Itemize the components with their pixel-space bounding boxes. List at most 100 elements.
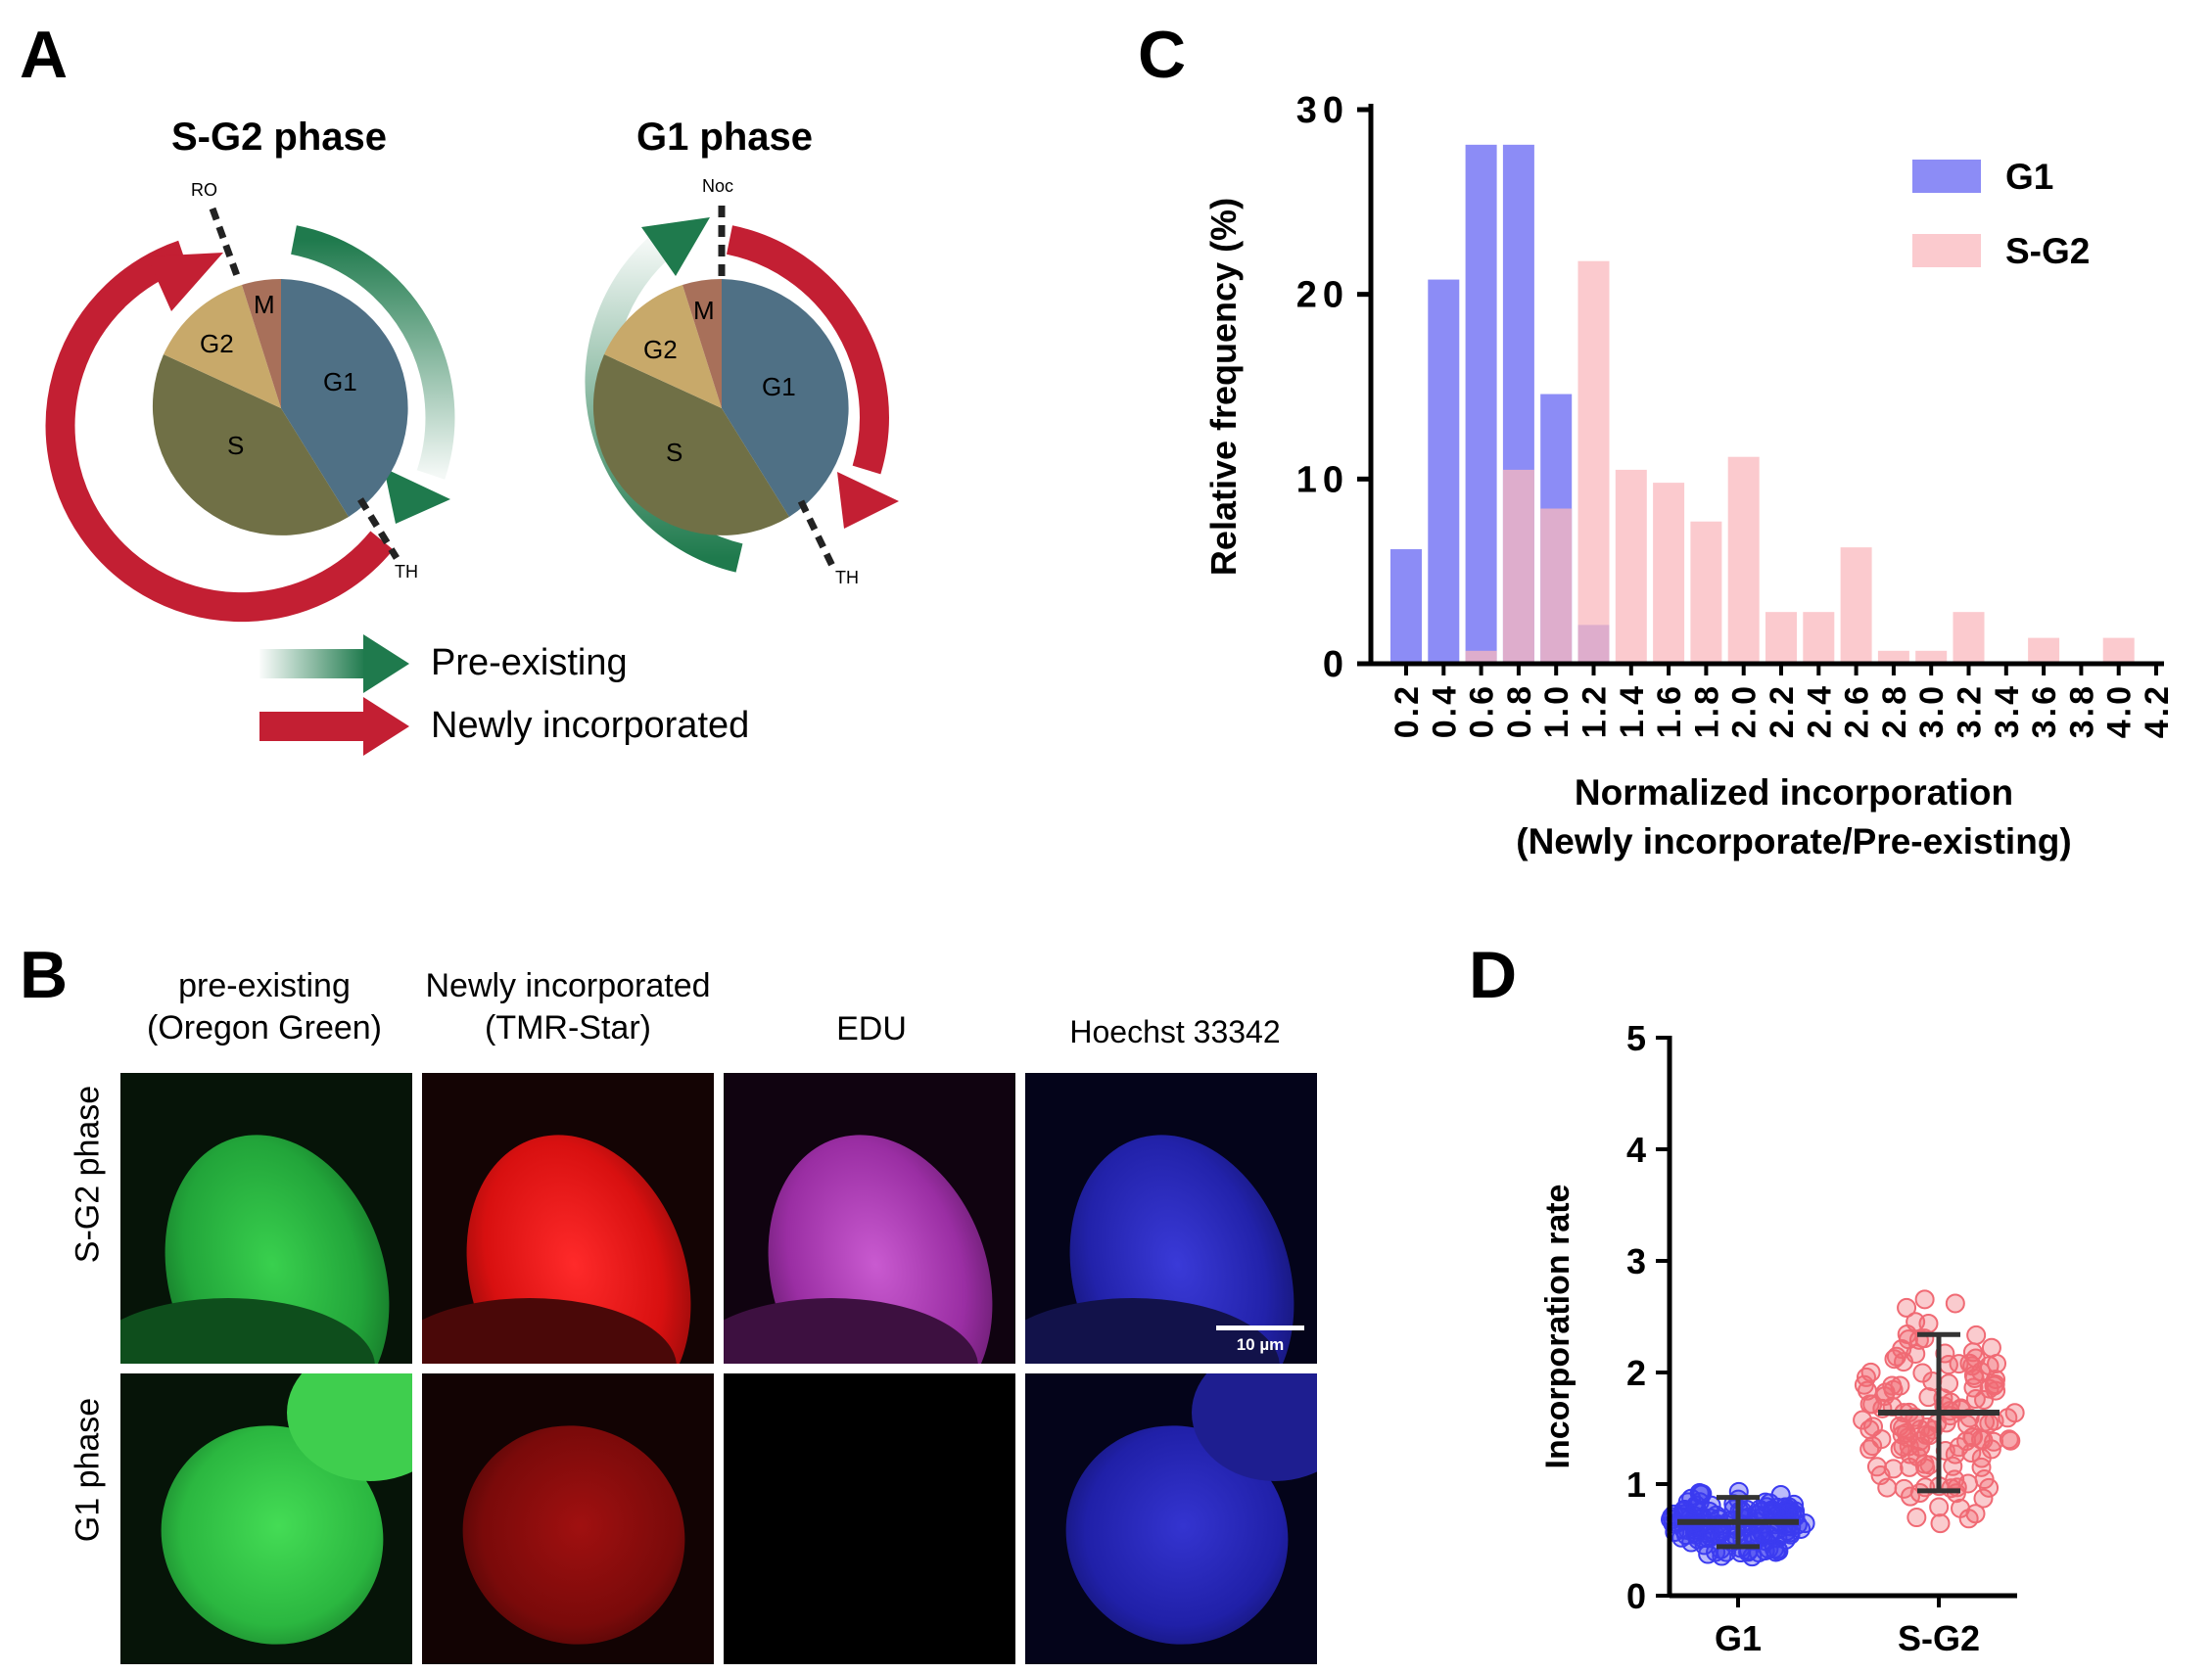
x-tick-label: 3.8 <box>2063 683 2100 738</box>
g1-preexisting-arrowhead <box>641 217 710 276</box>
right-g1-label: G1 <box>762 372 796 401</box>
panel-a-right-title: G1 phase <box>635 116 814 159</box>
legend-label-g1: G1 <box>2005 157 2053 197</box>
point-s-g2 <box>1986 1369 2006 1389</box>
right-noc-marker: Noc <box>702 176 734 196</box>
bar-s-g2-2.8 <box>1877 650 1909 664</box>
point-s-g2 <box>1957 1415 1978 1435</box>
x-axis-title: Normalized incorporation <box>1575 772 2013 813</box>
x-tick-label: 2.0 <box>1726 683 1764 738</box>
point-s-g2 <box>1853 1410 1873 1430</box>
point-s-g2 <box>1956 1431 1977 1452</box>
right-m-label: M <box>693 296 715 325</box>
x-tick-label: 3.2 <box>1952 683 1989 738</box>
x-tick-label: 0.2 <box>1388 683 1426 738</box>
y-tick-label: 2 <box>1626 1353 1646 1393</box>
point-g1 <box>1698 1544 1718 1564</box>
micrograph-g1-tmr-star <box>422 1373 714 1664</box>
panel-d-letter: D <box>1469 938 1518 1012</box>
micrograph-g1-oregon-green <box>120 1373 412 1664</box>
point-s-g2 <box>1899 1436 1919 1457</box>
x-tick-label: 3.0 <box>1913 683 1951 738</box>
x-tick-label: 1.6 <box>1651 683 1688 738</box>
legend-preexisting-label: Pre-existing <box>431 642 628 683</box>
histogram-chart: 0 10 20 30 0.2 0.4 0.6 0.8 1.0 1.2 1.4 1.6 1.8 2.0 2.2… <box>1203 90 2176 861</box>
point-s-g2 <box>1930 1513 1951 1534</box>
bar-s-g2-3.6 <box>2028 637 2060 664</box>
point-g1 <box>1686 1495 1707 1515</box>
y-tick-label: 3 <box>1626 1241 1646 1281</box>
y-tick-label: 5 <box>1626 1018 1646 1058</box>
point-s-g2 <box>1987 1353 2007 1373</box>
right-th-marker: TH <box>835 568 859 587</box>
micrograph-s-g2-edu <box>724 1073 1015 1364</box>
point-s-g2 <box>1892 1339 1912 1360</box>
point-s-g2 <box>1914 1289 1935 1310</box>
x-tick-label: 2.4 <box>1801 683 1838 738</box>
bar-s-g2-2.0 <box>1727 456 1760 664</box>
point-s-g2 <box>1866 1457 1887 1477</box>
bar-s-g2-1.6 <box>1653 483 1685 664</box>
s-g2-preexisting-arc <box>290 225 455 480</box>
point-s-g2 <box>1961 1443 1982 1464</box>
left-th-marker: TH <box>395 562 418 581</box>
bar-s-g2-3.2 <box>1953 612 1985 664</box>
left-ro-marker: RO <box>191 180 217 200</box>
left-g1-label: G1 <box>323 367 357 396</box>
point-s-g2 <box>1966 1325 1987 1345</box>
x-tick-label: 0.6 <box>1464 683 1501 738</box>
point-s-g2 <box>1929 1497 1950 1517</box>
legend-preexisting-arrow <box>259 649 365 678</box>
bar-g1-0.2 <box>1390 549 1422 664</box>
bar-s-g2-1.8 <box>1690 521 1722 664</box>
x-tick-label: 0.8 <box>1501 683 1538 738</box>
point-s-g2 <box>1915 1458 1936 1478</box>
bar-g1-0.6 <box>1465 144 1497 664</box>
point-s-g2 <box>1979 1414 2000 1434</box>
micrograph-s-g2-hoechst: 10 µm <box>1025 1073 1317 1364</box>
legend-swatch-g1 <box>1912 160 1981 193</box>
x-tick-label: 3.4 <box>1989 683 2026 738</box>
s-g2-newly-arc <box>45 240 394 623</box>
point-s-g2 <box>1973 1488 1994 1509</box>
legend-preexisting-arrowhead <box>363 634 409 693</box>
col-head-hoechst: Hoechst 33342 <box>1069 1014 1281 1049</box>
y-tick-label: 4 <box>1626 1130 1646 1170</box>
point-g1 <box>1785 1501 1806 1521</box>
s-g2-preexisting-arrowhead <box>384 468 450 524</box>
legend-newly-arrow <box>259 712 365 741</box>
point-s-g2 <box>1893 1436 1913 1457</box>
g1-newly-arc <box>726 225 889 475</box>
point-s-g2 <box>1890 1375 1910 1396</box>
right-g2-label: G2 <box>643 335 678 364</box>
left-g2-label: G2 <box>200 329 234 358</box>
point-s-g2 <box>1981 1337 2001 1358</box>
x-tick-label: 1.8 <box>1688 683 1725 738</box>
panel-a-left-title: S-G2 phase <box>170 116 388 159</box>
row-label-s-g2: S-G2 phase <box>69 1085 107 1264</box>
row-label-g1: G1 phase <box>69 1397 107 1543</box>
bar-s-g2-0.8 <box>1502 469 1534 664</box>
x-tick-label: 4.2 <box>2139 683 2176 738</box>
bar-s-g2-3.0 <box>1915 650 1948 664</box>
y-tick-label: 10 <box>1296 459 1349 500</box>
x-tick-label: 0.4 <box>1426 683 1463 738</box>
g1-cycle-diagram <box>585 206 899 573</box>
point-s-g2 <box>1854 1374 1874 1395</box>
point-s-g2 <box>1962 1356 1983 1376</box>
y-tick-label: 0 <box>1323 644 1349 685</box>
bar-s-g2-1.2 <box>1577 260 1610 664</box>
col-head-edu: EDU <box>836 1010 907 1047</box>
point-s-g2 <box>1894 1478 1914 1499</box>
left-s-label: S <box>227 431 245 460</box>
point-s-g2 <box>1998 1408 2018 1428</box>
right-s-label: S <box>666 438 683 467</box>
y-axis-title: Incorporation rate <box>1539 1185 1577 1469</box>
point-s-g2 <box>1859 1394 1880 1415</box>
bar-s-g2-4.0 <box>2102 637 2135 664</box>
panel-a-letter: A <box>20 18 69 92</box>
col-head-preexisting: pre-existing (Oregon Green) <box>147 967 382 1046</box>
y-tick-label: 1 <box>1626 1465 1646 1505</box>
point-g1 <box>1753 1525 1773 1546</box>
panel-c-letter: C <box>1138 18 1187 92</box>
